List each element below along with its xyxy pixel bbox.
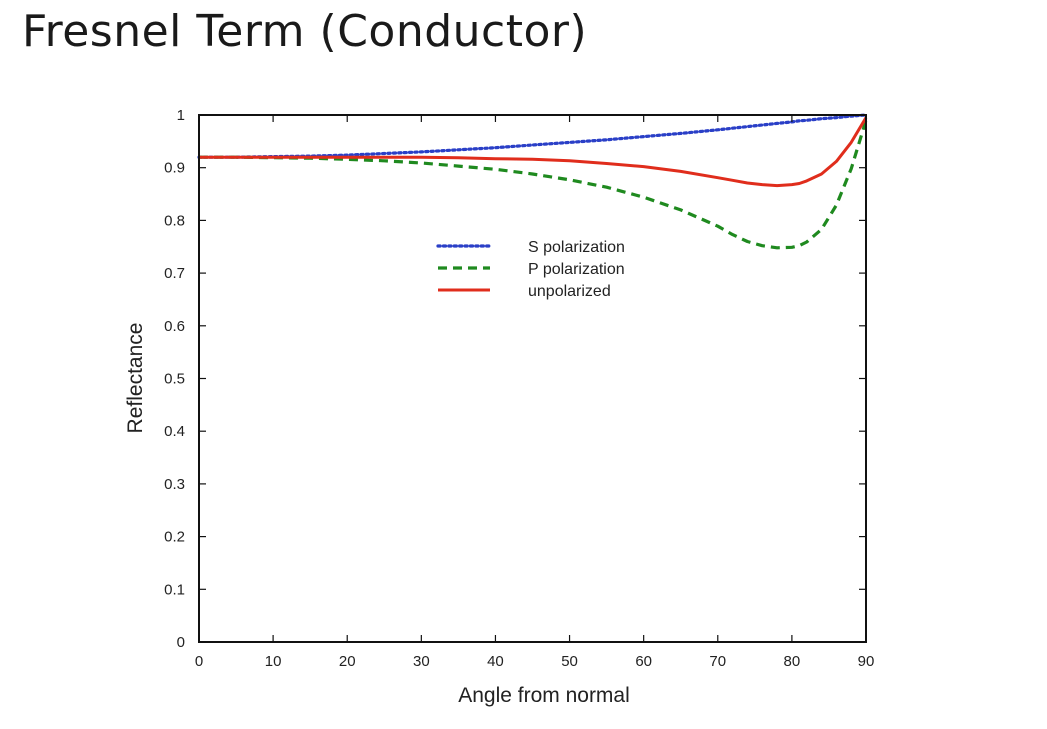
legend-label-p-polarization: P polarization — [528, 261, 625, 278]
x-tick-label: 60 — [635, 653, 652, 670]
y-axis-label: Reflectance — [124, 323, 147, 434]
x-tick-label: 30 — [413, 653, 430, 670]
series-line-s-polarization — [197, 113, 868, 159]
y-tick-label: 0.4 — [164, 423, 185, 440]
y-tick-label: 0.9 — [164, 160, 185, 177]
y-tick-label: 1 — [177, 107, 185, 124]
x-tick-label: 70 — [709, 653, 726, 670]
series-line-unpolarized — [199, 116, 868, 188]
legend-label-unpolarized: unpolarized — [528, 283, 611, 300]
y-tick-label: 0.7 — [164, 265, 185, 282]
x-tick-label: 50 — [561, 653, 578, 670]
x-tick-label: 20 — [339, 653, 356, 670]
series-line-p-polarization — [199, 119, 868, 250]
y-tick-label: 0.6 — [164, 318, 185, 335]
y-tick-label: 0.3 — [164, 476, 185, 493]
x-tick-label: 90 — [858, 653, 875, 670]
x-tick-label: 0 — [195, 653, 203, 670]
legend-label-s-polarization: S polarization — [528, 239, 625, 256]
y-tick-label: 0.5 — [164, 371, 185, 388]
y-tick-label: 0.2 — [164, 529, 185, 546]
x-axis-label: Angle from normal — [458, 684, 630, 707]
y-tick-label: 0.8 — [164, 212, 185, 229]
x-tick-label: 40 — [487, 653, 504, 670]
y-tick-label: 0.1 — [164, 581, 185, 598]
plot-frame — [198, 114, 867, 643]
slide-title: Fresnel Term (Conductor) — [22, 6, 588, 57]
x-tick-label: 10 — [265, 653, 282, 670]
y-tick-label: 0 — [177, 634, 185, 651]
x-tick-label: 80 — [784, 653, 801, 670]
